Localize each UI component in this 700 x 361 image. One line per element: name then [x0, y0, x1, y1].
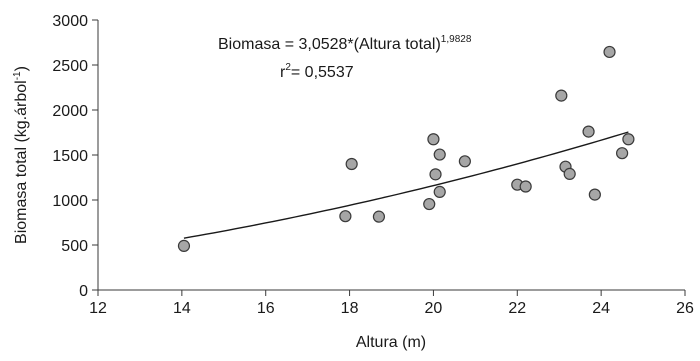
data-point: [433, 185, 446, 198]
r2-exponent: 2: [285, 62, 291, 73]
r2-annotation: r2= 0,5537: [280, 62, 354, 81]
data-point: [427, 133, 440, 146]
data-point: [345, 157, 358, 171]
x-tick-label: 16: [257, 300, 275, 317]
data-point: [519, 180, 532, 193]
data-point: [372, 210, 386, 223]
data-point: [588, 188, 601, 201]
y-axis: 0 500 1000 1500 2000 2500 3000: [52, 13, 99, 300]
y-axis-title: Biomasa total (kg.árbol-1): [12, 66, 30, 244]
data-point: [616, 147, 629, 160]
y-tick-label: 3000: [52, 13, 88, 30]
r2-value: = 0,5537: [291, 64, 354, 81]
equation-text: Biomasa = 3,0528*(Altura total): [218, 36, 441, 53]
x-tick-label: 26: [676, 300, 694, 317]
y-tick-label: 2500: [52, 58, 88, 75]
x-axis-title: Altura (m): [356, 334, 426, 351]
y-tick-label: 0: [79, 283, 88, 300]
y-tick-label: 1000: [52, 193, 88, 210]
equation-annotation: Biomasa = 3,0528*(Altura total)1,9828: [218, 34, 472, 53]
data-point: [458, 155, 471, 168]
data-point: [433, 148, 446, 161]
x-tick-label: 12: [89, 300, 107, 317]
y-tick-label: 1500: [52, 148, 88, 165]
x-tick-label: 14: [173, 300, 191, 317]
y-tick-label: 500: [61, 238, 88, 255]
x-axis: 12 14 16 18 20 22 24 26: [89, 289, 694, 317]
y-tick-label: 2000: [52, 103, 88, 120]
data-points: [177, 45, 635, 252]
data-point: [622, 133, 635, 146]
data-point: [177, 239, 191, 252]
data-point: [563, 167, 576, 180]
equation-exponent: 1,9828: [441, 34, 472, 45]
data-point: [555, 89, 568, 102]
x-tick-label: 24: [592, 300, 610, 317]
r2-prefix: r: [280, 64, 286, 81]
x-tick-label: 20: [425, 300, 443, 317]
x-tick-label: 22: [508, 300, 526, 317]
data-point: [339, 210, 352, 223]
data-point: [582, 125, 595, 138]
x-tick-label: 18: [341, 300, 359, 317]
y-axis-title-main: Biomasa total (kg.árbol: [13, 80, 30, 244]
data-point: [603, 45, 616, 59]
data-point: [423, 197, 436, 211]
y-axis-title-close: ): [13, 66, 30, 71]
trend-line: [183, 131, 629, 239]
y-axis-title-superscript: -1: [12, 71, 23, 80]
data-point: [429, 168, 442, 181]
